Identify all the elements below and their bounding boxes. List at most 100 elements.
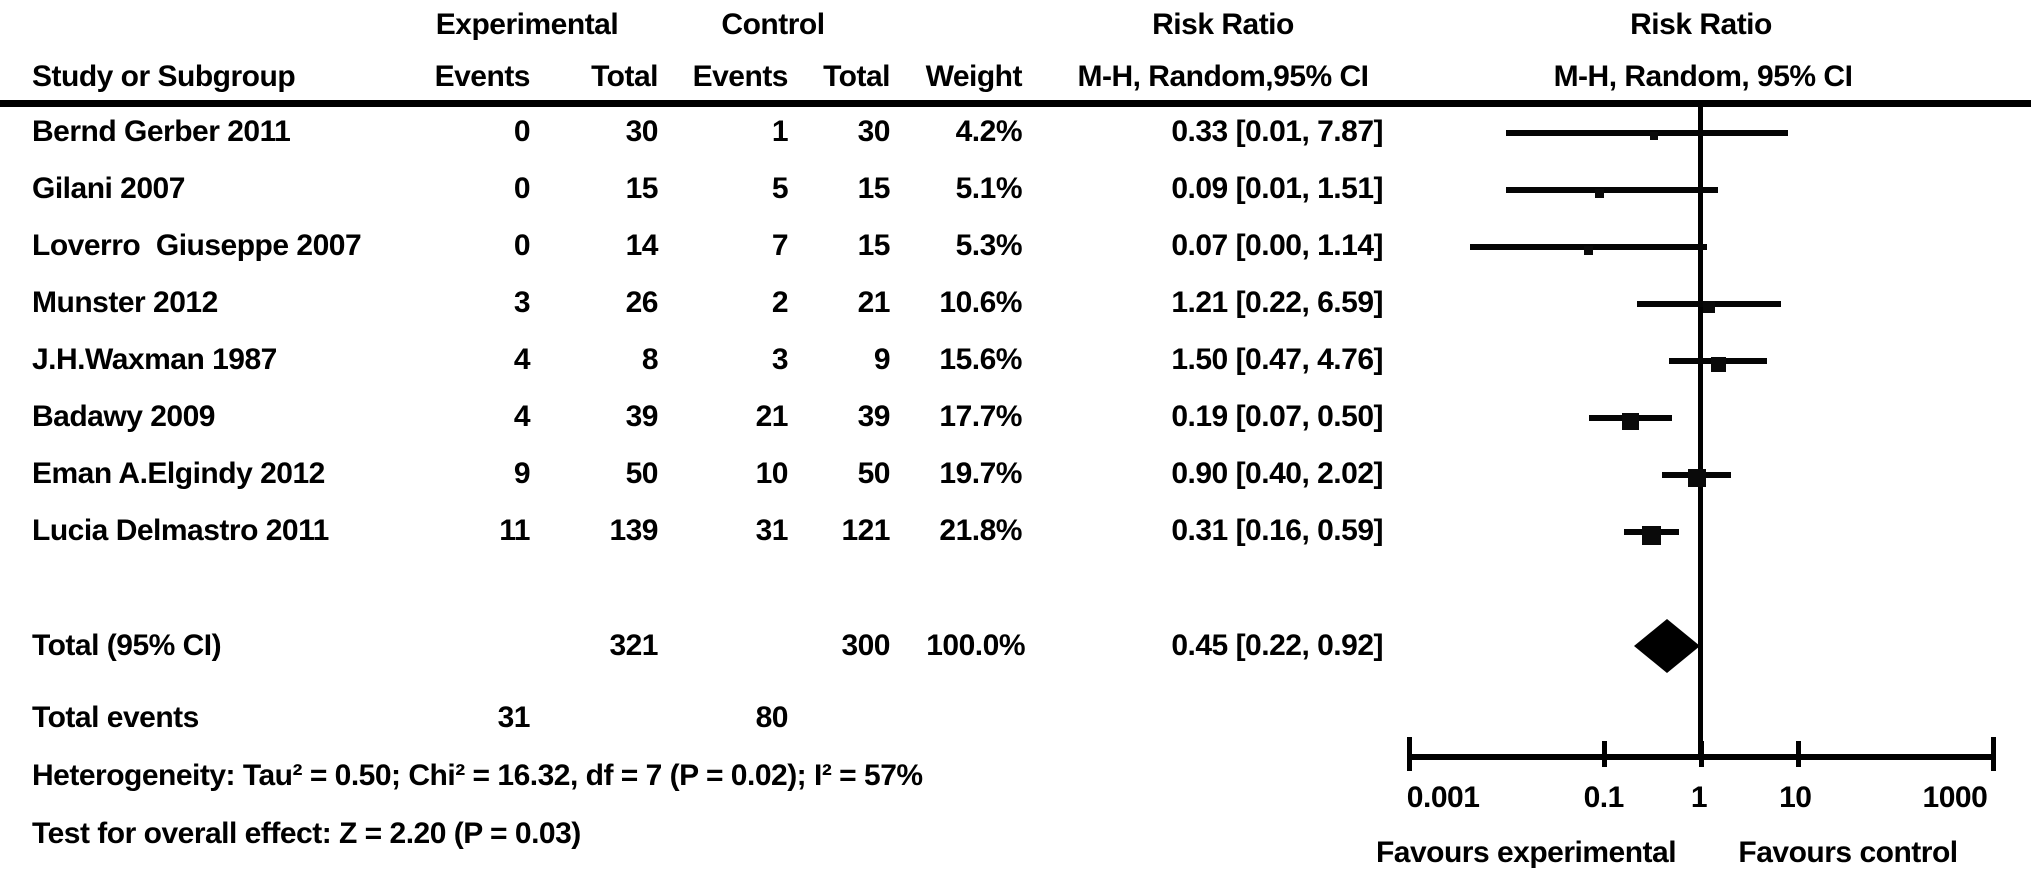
exp-events-cell: 0 xyxy=(513,229,531,262)
exp-events-cell: 0 xyxy=(513,172,531,205)
favours-experimental-label: Favours experimental xyxy=(1375,836,1677,869)
ctrl-total-cell: 39 xyxy=(857,400,891,433)
axis-tick-label: 1000 xyxy=(1922,781,1988,814)
ctrl-events-cell: 31 xyxy=(755,514,789,547)
weight-col-header: Weight xyxy=(925,60,1023,93)
ctrl-events-cell: 3 xyxy=(771,343,789,376)
exp-total-cell: 14 xyxy=(625,229,659,262)
axis-tick xyxy=(1699,741,1704,767)
exp-events-cell: 11 xyxy=(499,514,530,547)
exp-events-cell: 0 xyxy=(513,115,531,148)
axis-tick-label: 0.001 xyxy=(1406,781,1480,814)
ci-line xyxy=(1506,130,1789,136)
total-exp-total: 321 xyxy=(609,629,658,662)
favours-control-label: Favours control xyxy=(1738,836,1958,869)
overall-effect-note: Test for overall effect: Z = 2.20 (P = 0… xyxy=(32,817,581,850)
ctrl-total-cell: 9 xyxy=(873,343,891,376)
risk-ratio-plot-col-title: Risk Ratio xyxy=(1630,8,1772,41)
ctrl-total-cell: 50 xyxy=(857,457,891,490)
exp-total-cell: 139 xyxy=(609,514,658,547)
risk-ratio-text-col-title: Risk Ratio xyxy=(1152,8,1294,41)
ctrl-events-cell: 21 xyxy=(755,400,789,433)
point-estimate-square xyxy=(1594,188,1604,198)
ctrl-events-col-header: Events xyxy=(692,60,789,93)
ctrl-events-cell: 7 xyxy=(771,229,789,262)
point-estimate-square xyxy=(1687,469,1706,487)
total-row-label: Total (95% CI) xyxy=(32,629,222,662)
weight-cell: 15.6% xyxy=(939,343,1022,376)
exp-events-cell: 4 xyxy=(513,400,531,433)
axis-tick xyxy=(1601,741,1607,767)
exp-events-cell: 4 xyxy=(513,343,531,376)
exp-events-col-header: Events xyxy=(434,60,531,93)
axis-tick xyxy=(1796,741,1802,767)
rr-ci-cell: 0.07 [0.00, 1.14] xyxy=(1171,229,1383,262)
point-estimate-square xyxy=(1710,356,1726,372)
rr-ci-cell: 0.19 [0.07, 0.50] xyxy=(1171,400,1383,433)
experimental-group-header: Experimental xyxy=(435,8,619,41)
ctrl-events-cell: 10 xyxy=(755,457,789,490)
rr-ci-cell: 0.09 [0.01, 1.51] xyxy=(1171,172,1383,205)
no-effect-line xyxy=(1698,107,1703,757)
ctrl-total-cell: 21 xyxy=(857,286,891,319)
exp-events-cell: 3 xyxy=(513,286,531,319)
weight-cell: 19.7% xyxy=(939,457,1022,490)
axis-tick-label: 1 xyxy=(1690,781,1708,814)
ctrl-total-cell: 30 xyxy=(857,115,891,148)
weight-cell: 5.3% xyxy=(955,229,1023,262)
exp-total-cell: 8 xyxy=(641,343,659,376)
axis-tick xyxy=(1990,737,1996,771)
ctrl-total-cell: 15 xyxy=(857,229,891,262)
study-name: Eman A.Elgindy 2012 xyxy=(32,457,325,490)
exp-total-col-header: Total xyxy=(591,60,658,93)
ctrl-events-cell: 5 xyxy=(771,172,789,205)
study-name: Badawy 2009 xyxy=(32,400,215,433)
total-events-exp: 31 xyxy=(497,701,531,734)
study-col-header: Study or Subgroup xyxy=(32,60,296,93)
total-events-label: Total events xyxy=(32,701,199,734)
weight-cell: 17.7% xyxy=(939,400,1022,433)
total-events-ctrl: 80 xyxy=(755,701,789,734)
axis-tick-label: 0.1 xyxy=(1583,781,1625,814)
total-weight: 100.0% xyxy=(926,629,1025,662)
total-ctrl-total: 300 xyxy=(841,629,890,662)
point-estimate-square xyxy=(1650,132,1659,140)
rr-ci-cell: 1.21 [0.22, 6.59] xyxy=(1171,286,1383,319)
exp-total-cell: 30 xyxy=(625,115,659,148)
weight-cell: 5.1% xyxy=(955,172,1023,205)
exp-total-cell: 39 xyxy=(625,400,659,433)
exp-total-cell: 15 xyxy=(625,172,659,205)
study-name: Munster 2012 xyxy=(32,286,218,319)
control-group-header: Control xyxy=(721,8,825,41)
rr-ci-cell: 0.31 [0.16, 0.59] xyxy=(1171,514,1383,547)
ci-line xyxy=(1506,187,1719,193)
axis-tick-label: 10 xyxy=(1779,781,1812,814)
ctrl-total-cell: 121 xyxy=(841,514,890,547)
rr-ci-cell: 0.33 [0.01, 7.87] xyxy=(1171,115,1383,148)
weight-cell: 4.2% xyxy=(955,115,1023,148)
ctrl-events-cell: 2 xyxy=(771,286,789,319)
point-estimate-square xyxy=(1584,245,1594,255)
ctrl-total-col-header: Total xyxy=(823,60,890,93)
study-name: Loverro Giuseppe 2007 xyxy=(32,229,362,262)
study-name: Bernd Gerber 2011 xyxy=(32,115,291,148)
weight-cell: 10.6% xyxy=(939,286,1022,319)
weight-cell: 21.8% xyxy=(939,514,1022,547)
rr-ci-cell: 0.90 [0.40, 2.02] xyxy=(1171,457,1383,490)
total-rr-ci: 0.45 [0.22, 0.92] xyxy=(1171,629,1383,662)
ctrl-total-cell: 15 xyxy=(857,172,891,205)
exp-total-cell: 50 xyxy=(625,457,659,490)
summary-diamond xyxy=(1634,619,1701,673)
heterogeneity-note: Heterogeneity: Tau² = 0.50; Chi² = 16.32… xyxy=(32,759,923,792)
point-estimate-square xyxy=(1703,301,1716,313)
rr-ci-cell: 1.50 [0.47, 4.76] xyxy=(1171,343,1383,376)
study-name: Gilani 2007 xyxy=(32,172,185,205)
point-estimate-square xyxy=(1622,412,1640,430)
study-name: J.H.Waxman 1987 xyxy=(32,343,277,376)
study-name: Lucia Delmastro 2011 xyxy=(32,514,329,547)
mh-random-ci-plot-col-header: M-H, Random, 95% CI xyxy=(1553,60,1853,93)
exp-total-cell: 26 xyxy=(625,286,659,319)
point-estimate-square xyxy=(1642,525,1661,545)
exp-events-cell: 9 xyxy=(513,457,531,490)
